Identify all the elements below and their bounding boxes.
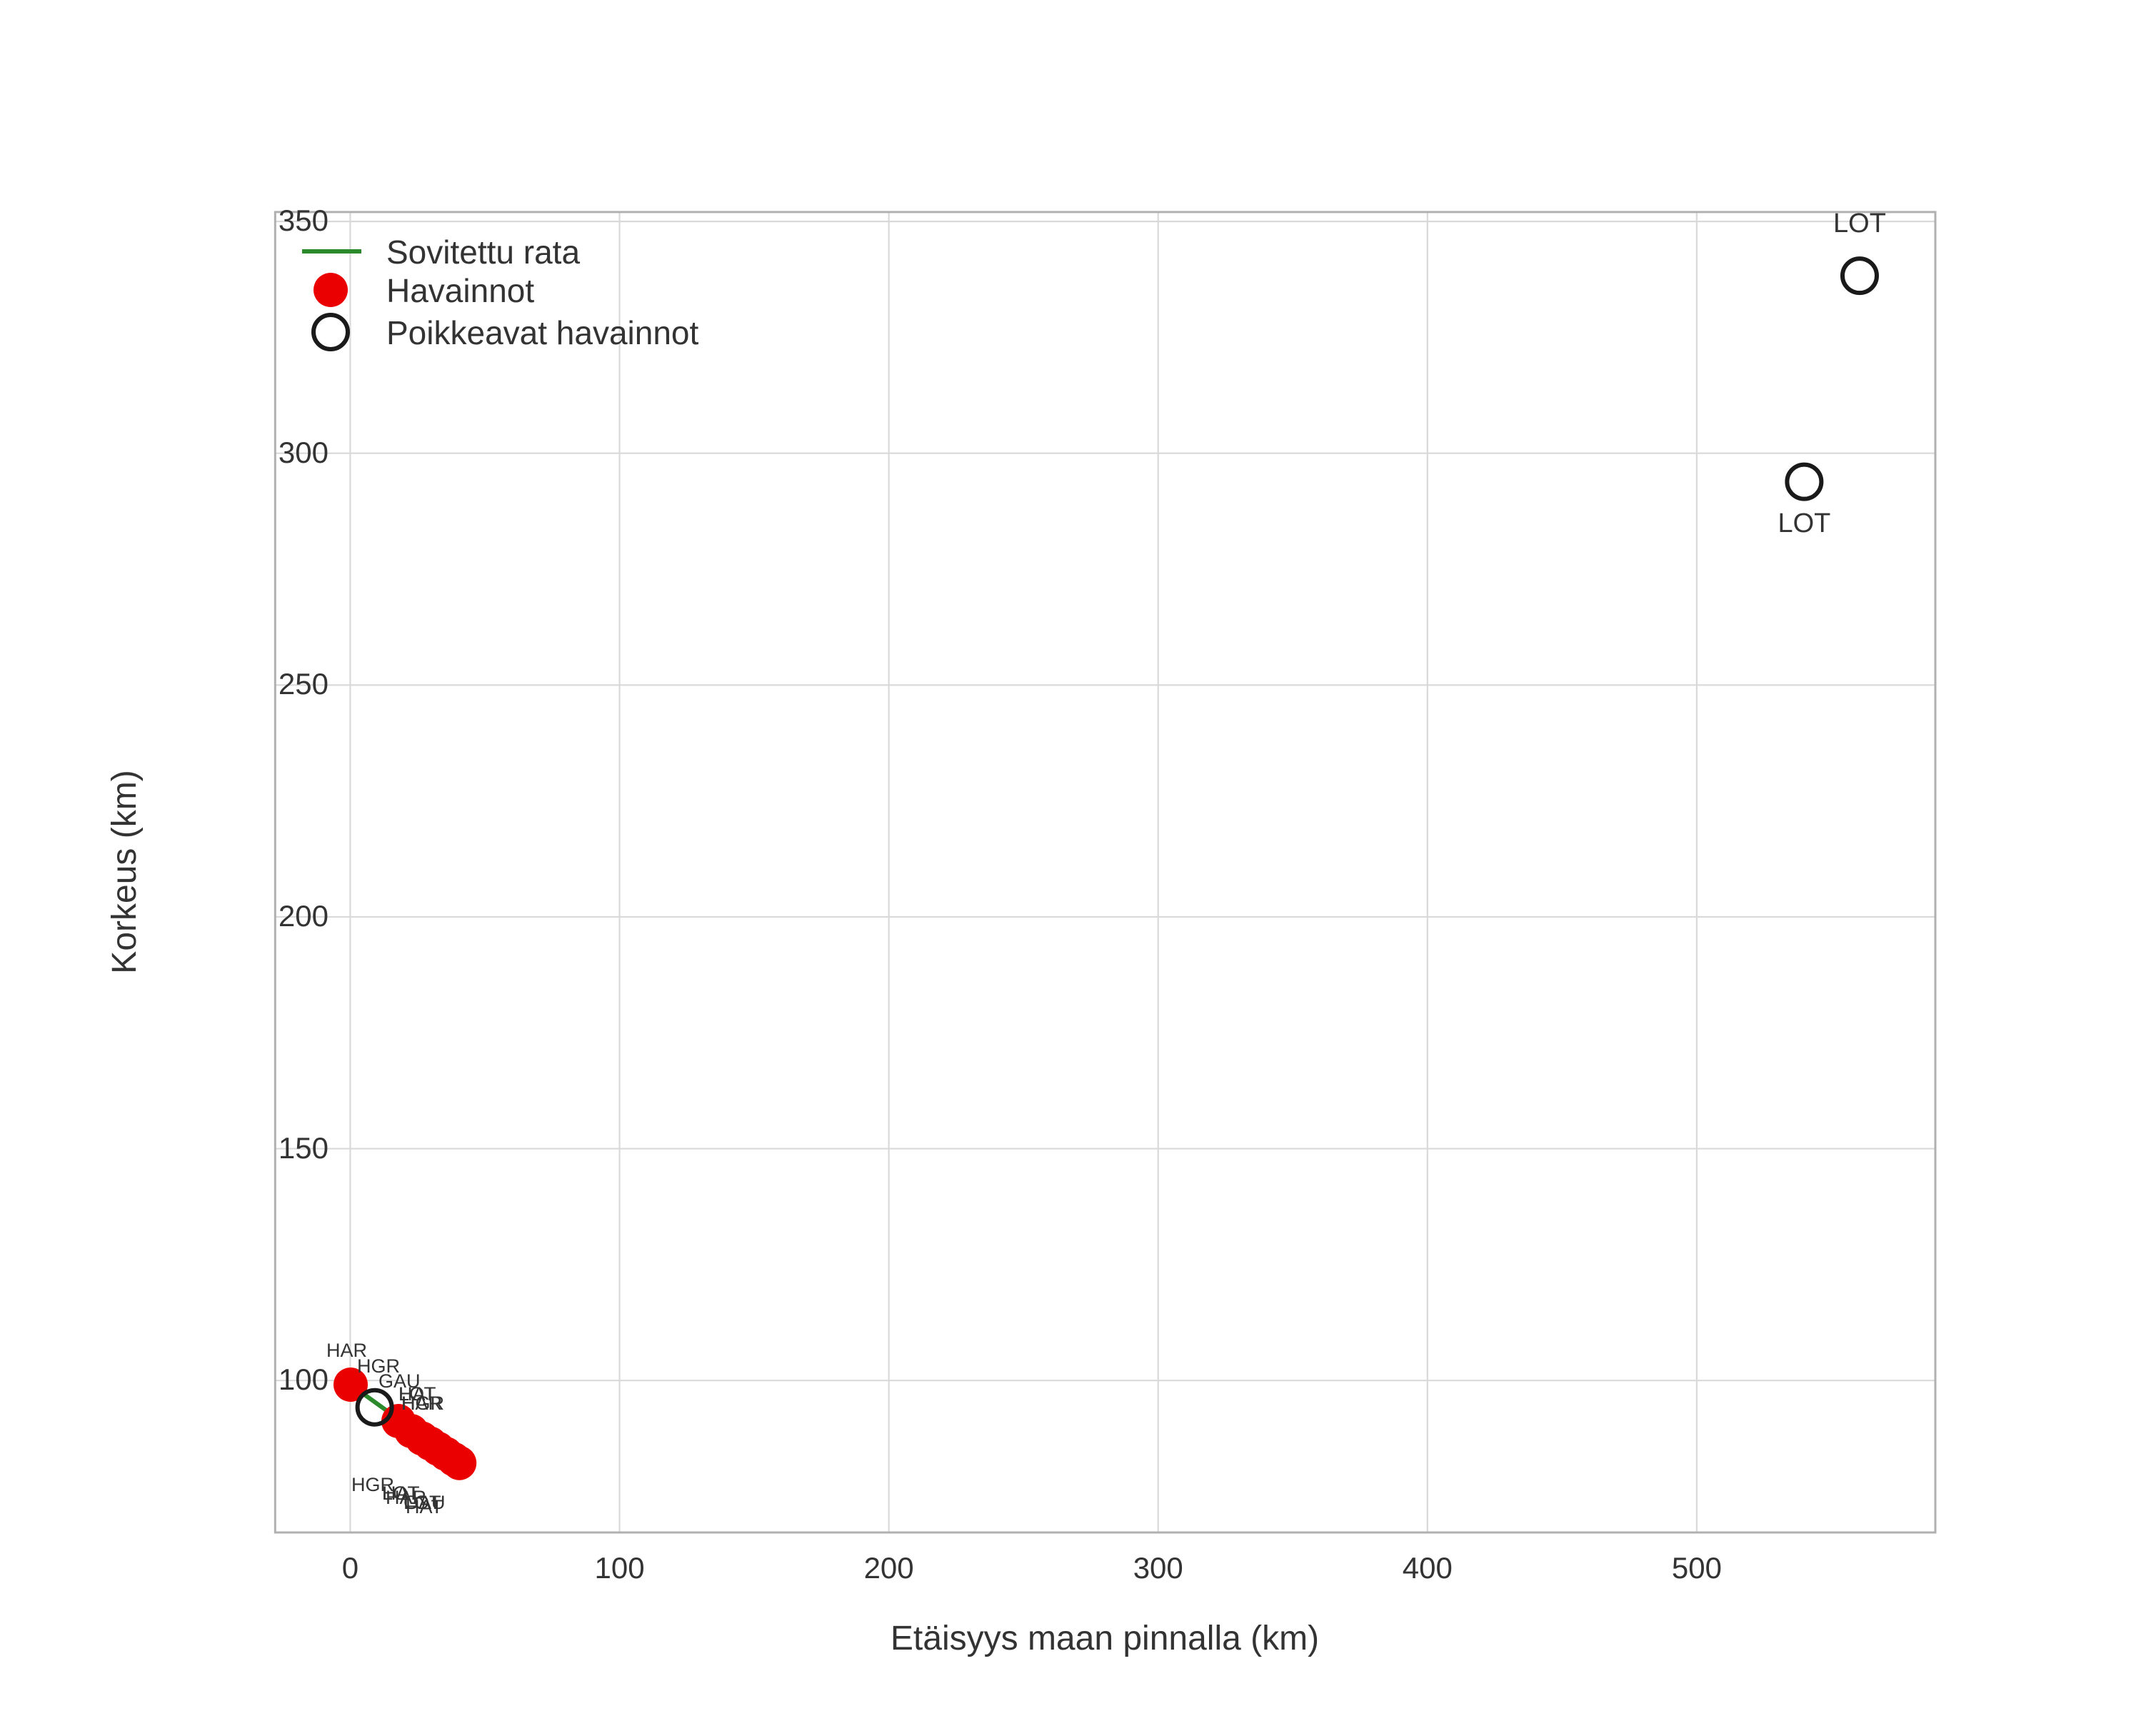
svg-text:350: 350	[279, 204, 329, 237]
svg-text:500: 500	[1672, 1551, 1722, 1585]
svg-text:Sovitettu rata: Sovitettu rata	[386, 234, 580, 271]
svg-text:300: 300	[1133, 1551, 1183, 1585]
svg-text:LOT: LOT	[1778, 508, 1830, 538]
svg-text:LOT: LOT	[1833, 209, 1886, 239]
svg-text:Havainnot: Havainnot	[386, 272, 534, 309]
svg-text:300: 300	[279, 436, 329, 469]
svg-text:HAT: HAT	[406, 1496, 443, 1517]
svg-text:Poikkeavat havainnot: Poikkeavat havainnot	[386, 314, 699, 351]
svg-text:200: 200	[279, 899, 329, 933]
svg-text:400: 400	[1403, 1551, 1453, 1585]
svg-text:100: 100	[279, 1363, 329, 1396]
svg-text:100: 100	[594, 1551, 644, 1585]
svg-text:0: 0	[342, 1551, 359, 1585]
svg-text:200: 200	[864, 1551, 914, 1585]
svg-text:HAR: HAR	[401, 1393, 442, 1414]
svg-text:Korkeus (km): Korkeus (km)	[106, 770, 144, 973]
svg-text:Etäisyys maan pinnalla (km): Etäisyys maan pinnalla (km)	[891, 1620, 1319, 1657]
svg-text:250: 250	[279, 667, 329, 701]
svg-text:150: 150	[279, 1131, 329, 1165]
